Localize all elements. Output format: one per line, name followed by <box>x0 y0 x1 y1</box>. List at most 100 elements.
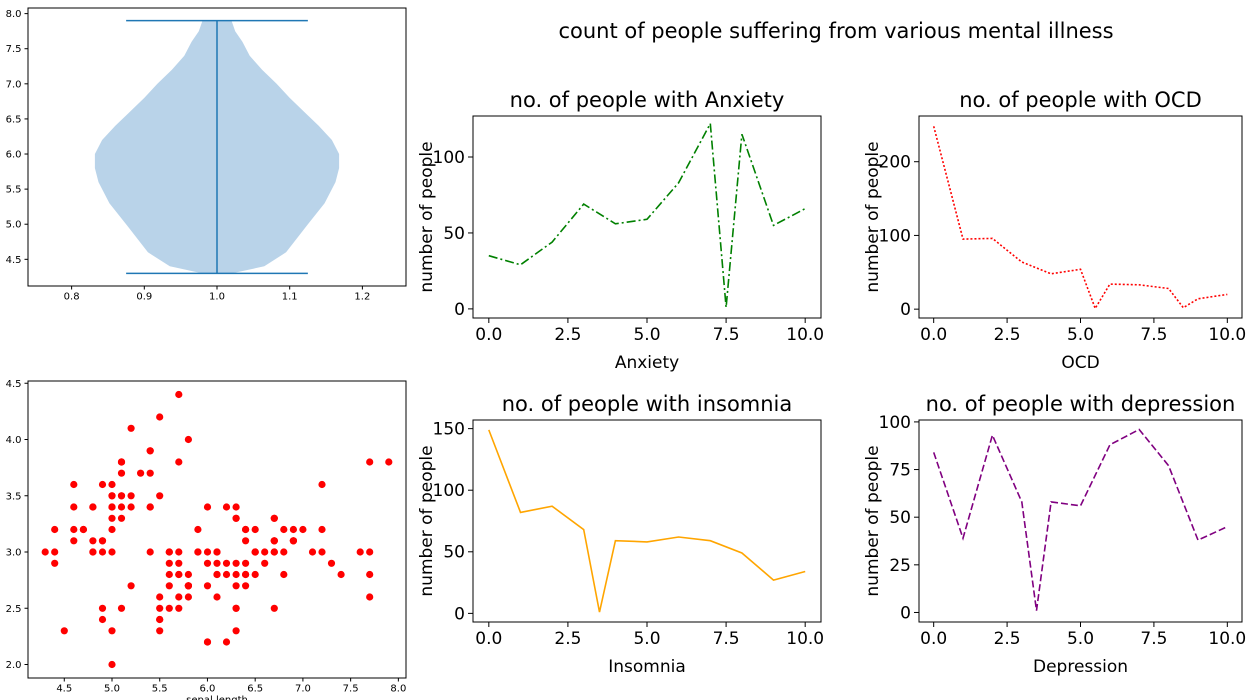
scatter-point <box>222 570 231 579</box>
scatter-point <box>108 660 116 669</box>
y-tick-label: 100 <box>433 148 465 168</box>
scatter-point <box>366 548 374 556</box>
y-tick-label: 0 <box>454 300 465 320</box>
y-tick-label: 5.5 <box>6 185 22 196</box>
scatter-point <box>232 559 240 567</box>
scatter-point <box>175 458 183 466</box>
scatter-point <box>70 480 78 489</box>
ocd-title: no. of people with OCD <box>959 88 1202 112</box>
scatter-point <box>213 593 221 601</box>
ocd-y-axis-label: number of people <box>863 141 883 292</box>
x-tick-label: 2.5 <box>994 325 1021 345</box>
scatter-point <box>156 492 164 500</box>
x-tick-label: 10.0 <box>786 325 824 345</box>
x-tick-label: 4.5 <box>56 684 72 695</box>
scatter-point <box>70 525 78 534</box>
scatter-point <box>366 593 374 601</box>
scatter-point <box>175 604 183 612</box>
y-tick-label: 200 <box>879 153 911 173</box>
y-tick-label: 25 <box>889 556 911 576</box>
y-tick-label: 100 <box>879 226 911 246</box>
x-tick-label: 7.5 <box>713 325 740 345</box>
y-tick-label: 7.5 <box>6 44 22 55</box>
scatter-point <box>108 480 116 489</box>
ocd-axes-frame <box>918 115 1243 319</box>
anxiety-y-axis-label: number of people <box>417 141 437 292</box>
x-tick-label: 7.5 <box>1140 325 1167 345</box>
scatter-point <box>165 604 173 612</box>
scatter-point <box>232 503 240 511</box>
x-tick-label: 5.5 <box>152 684 168 695</box>
scatter-point <box>242 582 250 590</box>
x-tick-label: 7.5 <box>1140 629 1167 649</box>
scatter-point <box>280 525 288 534</box>
scatter-point <box>156 615 164 624</box>
scatter-point <box>117 458 126 466</box>
scatter-point <box>203 582 212 590</box>
scatter-point <box>356 548 364 556</box>
scatter-point <box>251 570 259 579</box>
scatter-point <box>156 593 164 601</box>
scatter-point <box>203 503 212 511</box>
scatter-point <box>194 548 202 556</box>
scatter-point <box>98 548 107 556</box>
x-tick-label: 10.0 <box>1208 629 1246 649</box>
scatter-point <box>203 559 212 567</box>
scatter-point <box>51 548 59 556</box>
x-tick-label: 5.0 <box>633 629 660 649</box>
scatter-point <box>60 627 68 635</box>
y-tick-label: 100 <box>879 413 911 433</box>
insomnia-axes-frame <box>472 419 822 623</box>
scatter-point <box>184 593 192 601</box>
scatter-point <box>242 537 250 545</box>
figure-suptitle: count of people suffering from various m… <box>558 19 1113 43</box>
scatter-point <box>137 469 145 477</box>
scatter-point <box>232 570 240 579</box>
x-tick-label: 2.5 <box>994 629 1021 649</box>
x-tick-label: 7.5 <box>713 629 740 649</box>
scatter-point <box>70 503 78 511</box>
scatter-point <box>165 559 173 567</box>
depression-x-axis-label: Depression <box>1033 657 1128 677</box>
scatter-point <box>98 604 107 612</box>
scatter-point <box>79 525 87 534</box>
scatter-point <box>261 548 269 556</box>
depression-y-axis-label: number of people <box>863 445 883 596</box>
scatter-point <box>242 525 250 534</box>
violin-chart: 0.8 0.9 1.0 1.1 1.2 4.5 5.0 5.5 6.0 6.5 7.0 7.5 8.0 <box>6 7 407 303</box>
anxiety-x-axis-label: Anxiety <box>615 353 679 373</box>
scatter-point <box>213 570 221 579</box>
scatter-point <box>232 627 240 635</box>
insomnia-x-axis-label: Insomnia <box>608 657 686 677</box>
scatter-point <box>98 615 107 624</box>
scatter-point <box>175 548 183 556</box>
scatter-point <box>127 582 135 590</box>
scatter-axes-frame <box>27 380 407 679</box>
scatter-point <box>213 559 221 567</box>
scatter-point <box>117 514 126 522</box>
ocd-series-line <box>932 126 1228 311</box>
scatter-point <box>280 548 288 556</box>
scatter-point <box>165 570 173 579</box>
scatter-point <box>366 458 374 466</box>
scatter-point <box>70 537 78 545</box>
x-tick-label: 5.0 <box>633 325 660 345</box>
insomnia-title: no. of people with insomnia <box>502 392 793 416</box>
scatter-point <box>146 447 154 455</box>
scatter-point <box>146 548 154 556</box>
x-tick-label: 10.0 <box>1208 325 1246 345</box>
scatter-point <box>184 582 192 590</box>
scatter-point <box>117 492 126 500</box>
x-tick-label: 10.0 <box>786 629 824 649</box>
y-tick-label: 4.5 <box>6 255 22 266</box>
scatter-point <box>146 469 154 477</box>
scatter-point <box>165 582 173 590</box>
scatter-point <box>232 514 240 522</box>
y-tick-label: 3.0 <box>6 548 22 559</box>
x-tick-label: 0.9 <box>136 292 152 303</box>
scatter-point <box>89 503 97 511</box>
scatter-point <box>89 548 97 556</box>
scatter-point <box>108 627 116 635</box>
x-tick-label: 0.0 <box>475 629 502 649</box>
x-tick-label: 6.0 <box>200 684 216 695</box>
